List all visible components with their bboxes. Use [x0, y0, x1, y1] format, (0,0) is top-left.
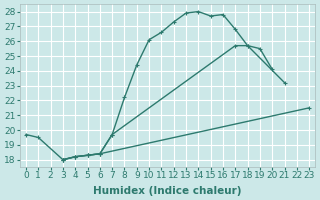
X-axis label: Humidex (Indice chaleur): Humidex (Indice chaleur): [93, 186, 242, 196]
